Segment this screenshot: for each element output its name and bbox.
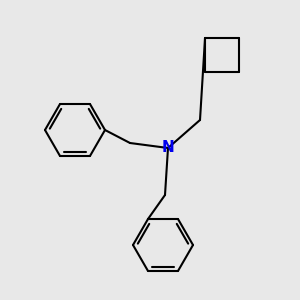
- Text: N: N: [162, 140, 174, 155]
